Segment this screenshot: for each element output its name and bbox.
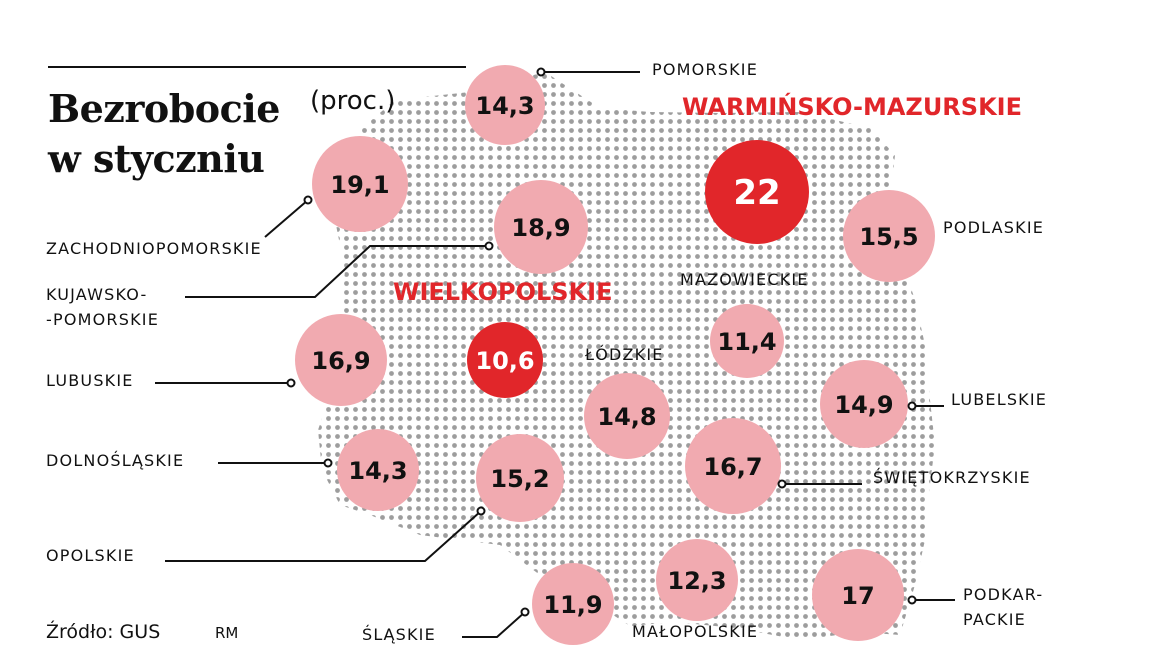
value-label-opolskie: 15,2 bbox=[490, 465, 549, 493]
leader-line-śląskie bbox=[462, 611, 526, 638]
bubble-mazowieckie bbox=[710, 304, 784, 378]
value-label-warmińsko-mazurskie: 22 bbox=[733, 173, 780, 213]
region-label-śląskie: ŚLĄSKIE bbox=[362, 625, 436, 644]
leader-dot-lubelskie bbox=[907, 401, 917, 411]
leader-line-opolskie bbox=[165, 510, 482, 562]
region-label-łódzkie: ŁÓDZKIE bbox=[584, 345, 664, 364]
value-label-zachodniopomorskie: 19,1 bbox=[330, 171, 389, 199]
leader-line-zachodniopomorskie bbox=[264, 199, 309, 238]
value-label-podlaskie: 15,5 bbox=[859, 223, 918, 251]
bubble-warmińsko-mazurskie bbox=[705, 140, 809, 244]
region-label-opolskie: OPOLSKIE bbox=[46, 546, 135, 565]
value-label-wielkopolskie: 10,6 bbox=[475, 347, 534, 375]
bubble-małopolskie bbox=[656, 539, 738, 621]
leader-dot-kujawsko-pomorskie bbox=[484, 241, 494, 251]
title-line-1: Bezrobocie bbox=[48, 86, 280, 131]
bubble-podkar-packie bbox=[812, 549, 904, 641]
value-label-kujawsko-pomorskie: 18,9 bbox=[511, 214, 570, 242]
bubble-lubuskie bbox=[295, 314, 387, 406]
bubble-wielkopolskie bbox=[467, 322, 543, 398]
leader-dot-lubuskie bbox=[286, 378, 296, 388]
leader-dot-podkar-packie bbox=[907, 595, 917, 605]
bubble-pomorskie bbox=[465, 65, 545, 145]
chart-title: Bezrobocie w styczniu bbox=[48, 84, 348, 184]
region-label-lubuskie: LUBUSKIE bbox=[46, 371, 134, 390]
value-label-dolnośląskie: 14,3 bbox=[348, 457, 407, 485]
value-label-lubuskie: 16,9 bbox=[311, 347, 370, 375]
region-label-zachodniopomorskie: ZACHODNIOPOMORSKIE bbox=[46, 239, 262, 258]
value-label-pomorskie: 14,3 bbox=[475, 92, 534, 120]
leader-dot-opolskie bbox=[476, 506, 486, 516]
region-label-podlaskie: PODLASKIE bbox=[943, 218, 1044, 237]
source-note: Źródło: GUS bbox=[46, 621, 161, 643]
leader-line-kujawsko-pomorskie bbox=[185, 245, 489, 298]
value-label-podkar-packie: 17 bbox=[841, 582, 874, 610]
region-label-pomorskie: POMORSKIE bbox=[652, 60, 758, 79]
bubble-łódzkie bbox=[584, 373, 670, 459]
region-label-podkar-packie: PODKAR-PACKIE bbox=[963, 585, 1043, 629]
value-label-małopolskie: 12,3 bbox=[667, 567, 726, 595]
bubble-kujawsko-pomorskie bbox=[494, 180, 588, 274]
bubble-lubelskie bbox=[820, 360, 908, 448]
value-label-łódzkie: 14,8 bbox=[597, 403, 656, 431]
bubble-zachodniopomorskie bbox=[312, 136, 408, 232]
region-label-wielkopolskie: WIELKOPOLSKIE bbox=[393, 278, 613, 306]
region-label-warmińsko-mazurskie: WARMIŃSKO-MAZURSKIE bbox=[682, 92, 1022, 121]
leader-dot-śląskie bbox=[520, 607, 530, 617]
bubble-dolnośląskie bbox=[337, 429, 419, 511]
region-label-lubelskie: LUBELSKIE bbox=[951, 390, 1047, 409]
region-label-dolnośląskie: DOLNOŚLĄSKIE bbox=[46, 451, 184, 470]
unit-label: (proc.) bbox=[310, 86, 396, 116]
bubble-świętokrzyskie bbox=[685, 418, 781, 514]
region-label-kujawsko-pomorskie: KUJAWSKO--POMORSKIE bbox=[46, 285, 159, 329]
leader-dot-pomorskie bbox=[536, 67, 546, 77]
author-initials: RM bbox=[215, 624, 239, 642]
region-label-małopolskie: MAŁOPOLSKIE bbox=[632, 622, 758, 641]
bubble-opolskie bbox=[476, 434, 564, 522]
bubble-śląskie bbox=[532, 563, 614, 645]
region-label-mazowieckie: MAZOWIECKIE bbox=[680, 270, 809, 289]
title-line-2: w styczniu bbox=[48, 136, 265, 181]
value-label-śląskie: 11,9 bbox=[543, 591, 602, 619]
value-label-lubelskie: 14,9 bbox=[834, 391, 893, 419]
leader-dot-zachodniopomorskie bbox=[303, 195, 313, 205]
bubble-podlaskie bbox=[843, 190, 935, 282]
value-label-mazowieckie: 11,4 bbox=[717, 328, 776, 356]
leader-dot-świętokrzyskie bbox=[777, 479, 787, 489]
leader-dot-dolnośląskie bbox=[323, 458, 333, 468]
value-label-świętokrzyskie: 16,7 bbox=[703, 453, 762, 481]
region-label-świętokrzyskie: ŚWIĘTOKRZYSKIE bbox=[873, 468, 1031, 487]
